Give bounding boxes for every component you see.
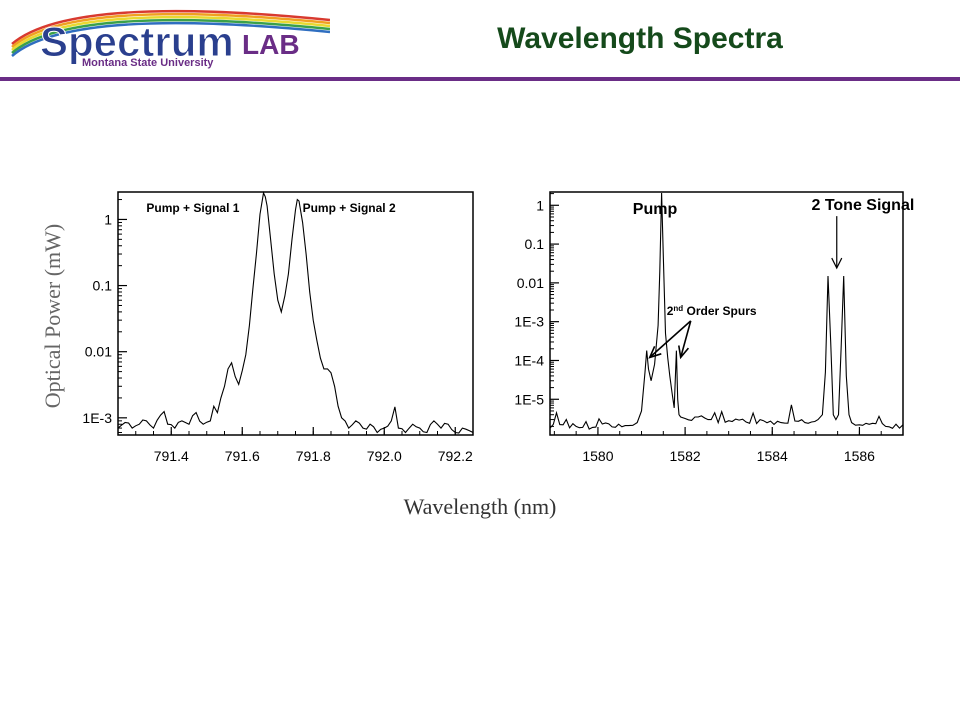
x-tick-label: 791.4 [154, 448, 189, 464]
y-tick-label: 0.1 [93, 278, 113, 294]
annotation-spurs: 2nd Order Spurs [667, 303, 757, 318]
two-tone-arrow-head [831, 257, 843, 270]
x-tick-label: 1586 [844, 448, 875, 464]
chart-2: 1580 1582 1584 1586 1 0.1 0.01 1E-3 1E-4 1E-5 Pump… [514, 191, 914, 464]
slide-title: Wavelength Spectra [497, 22, 783, 55]
x-tick-label: 791.6 [225, 448, 260, 464]
x-tick-label: 791.8 [296, 448, 331, 464]
y-tick-label: 1E-3 [82, 410, 112, 426]
y-tick-label: 1 [536, 197, 544, 213]
x-axis-label: Wavelength (nm) [403, 494, 557, 519]
y-tick-label: 1E-3 [514, 314, 544, 330]
spectrum-line [549, 192, 904, 430]
x-tick-label: 792.0 [367, 448, 402, 464]
spectrum-lab-logo: Spectrum LAB Montana State University [11, 9, 330, 69]
annotation-label: Pump + Signal 1 [146, 201, 239, 215]
x-tick-label: 1580 [582, 448, 613, 464]
y-tick-label: 0.01 [85, 344, 112, 360]
plot-frame [117, 191, 474, 436]
spur-arrow-line [649, 320, 692, 359]
title-divider [0, 77, 960, 81]
y-tick-label: 1 [104, 211, 112, 227]
spectrum-line [117, 191, 474, 434]
spur-arrow-head [648, 346, 662, 359]
y-axis-label: Optical Power (mW) [40, 223, 65, 409]
annotation-two-tone: 2 Tone Signal [811, 197, 914, 214]
annotation-label: Pump + Signal 2 [303, 201, 396, 215]
spur-arrow-head [677, 345, 690, 360]
logo-spectrum-text: Spectrum [40, 18, 234, 65]
plot-frame [549, 191, 904, 436]
x-tick-label: 792.2 [438, 448, 473, 464]
y-tick-label: 0.1 [525, 236, 545, 252]
y-tick-label: 1E-4 [514, 352, 544, 368]
annotation-pump: Pump [633, 201, 678, 218]
spur-arrow-line [679, 320, 692, 358]
x-tick-label: 1582 [670, 448, 701, 464]
y-tick-label: 0.01 [517, 275, 544, 291]
logo-university-text: Montana State University [82, 57, 214, 69]
chart-1: 791.4 791.6 791.8 792.0 792.2 1 0.1 0.01 1E-3 Pum… [82, 191, 474, 464]
x-tick-label: 1584 [757, 448, 788, 464]
logo-lab-text: LAB [242, 29, 300, 60]
y-tick-label: 1E-5 [514, 391, 544, 407]
